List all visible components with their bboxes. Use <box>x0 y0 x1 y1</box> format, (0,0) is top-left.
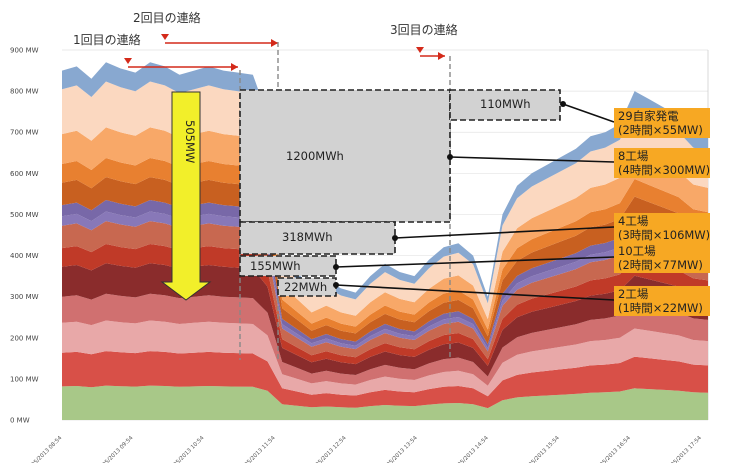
area-layer <box>62 221 708 360</box>
callout-box <box>614 108 710 138</box>
contact-label-1: 1回目の連絡 <box>73 32 141 47</box>
callout-point <box>333 264 339 270</box>
y-tick-label: 500 MW <box>10 211 39 219</box>
callout-point <box>560 101 566 107</box>
arrow-head-icon <box>438 52 445 60</box>
callout-title: 8工場 <box>618 149 649 163</box>
arrow-head-icon <box>231 63 238 71</box>
y-tick-label: 800 MW <box>10 88 39 96</box>
callout-title: 2工場 <box>618 287 649 301</box>
x-tick-label: 04/05/2013 10:54 <box>166 435 205 463</box>
reduction-arrow-label: 505MW <box>183 120 197 163</box>
y-tick-label: 900 MW <box>10 47 39 55</box>
energy-box-label: 155MWh <box>250 259 301 273</box>
x-tick-label: 04/05/2013 09:54 <box>95 435 134 463</box>
callout-detail: (2時間×55MW) <box>618 123 703 137</box>
callout-point <box>392 235 398 241</box>
area-layer <box>62 62 708 304</box>
contact-label-2: 2回目の連絡 <box>133 10 201 25</box>
callout-title: 10工場 <box>618 244 656 258</box>
area-layer <box>62 177 708 345</box>
callout-point <box>447 154 453 160</box>
callout-leader <box>335 284 615 301</box>
area-layer <box>62 200 708 349</box>
energy-box <box>239 255 337 277</box>
reduction-arrow <box>160 91 212 301</box>
x-tick-label: 04/05/2013 15:54 <box>522 435 561 463</box>
y-tick-label: 100 MW <box>10 375 39 383</box>
callout-title: 4工場 <box>618 214 649 228</box>
y-axis: 0 MW 100 MW 200 MW 300 MW 400 MW 500 MW 600 MW… <box>10 47 39 425</box>
area-layer <box>62 320 708 397</box>
x-axis: 04/05/2013 08:54 04/05/2013 09:54 04/05/20… <box>24 435 703 463</box>
x-tick-label: 04/05/2013 12:54 <box>309 435 348 463</box>
y-tick-label: 600 MW <box>10 170 39 178</box>
callout-leader <box>449 156 615 163</box>
arrow-head-icon <box>271 39 278 47</box>
callout-leader <box>562 103 615 123</box>
energy-box <box>239 89 451 223</box>
energy-box-label: 110MWh <box>480 97 531 111</box>
callout-detail: (1時間×22MW) <box>618 301 703 315</box>
energy-box-label: 1200MWh <box>286 149 344 163</box>
callout-box <box>614 148 710 178</box>
contact-marker-icon <box>124 58 132 64</box>
area-layer <box>62 81 708 320</box>
energy-box <box>239 221 396 255</box>
x-tick-label: 04/05/2013 13:54 <box>380 435 419 463</box>
callout-box <box>614 213 710 243</box>
x-tick-label: 04/05/2013 11:54 <box>237 435 276 463</box>
y-tick-label: 0 MW <box>10 417 30 425</box>
annotation-overlay: 1回目の連絡 2回目の連絡 3回目の連絡 505MW 1200MWh 110MWh 318M… <box>73 10 710 360</box>
x-tick-label: 04/05/2013 14:54 <box>451 435 490 463</box>
callout-box <box>614 286 710 316</box>
contact-label-3: 3回目の連絡 <box>390 22 458 37</box>
callout-detail: (4時間×300MW) <box>618 163 710 177</box>
y-tick-label: 200 MW <box>10 334 39 342</box>
x-tick-label: 04/05/2013 16:54 <box>593 435 632 463</box>
area-layer <box>62 293 708 386</box>
area-layer <box>62 127 708 330</box>
y-tick-label: 700 MW <box>10 129 39 137</box>
x-tick-label: 04/05/2013 08:54 <box>24 435 63 463</box>
energy-box <box>449 89 561 121</box>
callout-leader <box>335 256 615 268</box>
area-layer <box>62 263 708 377</box>
callout-box <box>614 243 710 273</box>
energy-box-label: 318MWh <box>282 230 333 244</box>
y-tick-label: 300 MW <box>10 293 39 301</box>
callout-title: 29自家発電 <box>618 109 679 123</box>
area-layer <box>62 158 708 337</box>
y-tick-label: 400 MW <box>10 252 39 260</box>
callout-leader <box>394 226 615 239</box>
energy-box-label: 22MWh <box>284 280 327 294</box>
contact-marker-icon <box>416 47 424 53</box>
area-layer <box>62 385 708 420</box>
area-layer <box>62 244 708 366</box>
callout-detail: (3時間×106MW) <box>618 228 710 242</box>
x-tick-label: 04/05/2013 17:54 <box>664 435 703 463</box>
callout-point <box>333 282 339 288</box>
area-layer <box>62 351 708 409</box>
callout-detail: (2時間×77MW) <box>618 258 703 272</box>
stacked-areas <box>62 62 708 420</box>
contact-marker-icon <box>161 34 169 40</box>
